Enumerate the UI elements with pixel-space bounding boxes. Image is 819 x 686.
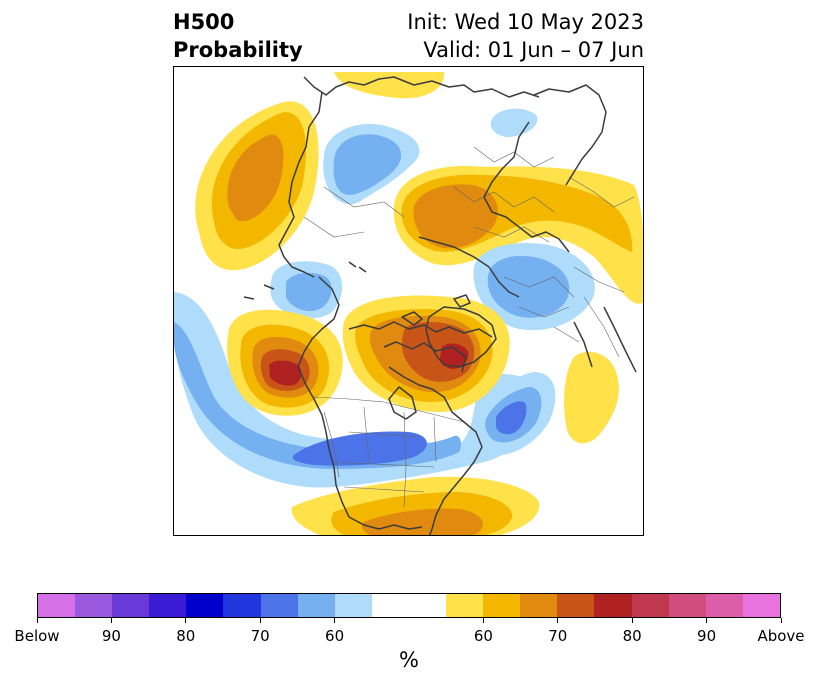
coast-arctic-russia (303, 76, 540, 98)
title-line-h500: H500 (173, 10, 235, 34)
political-borders (303, 146, 635, 508)
map-title: H500 Probability (173, 8, 303, 64)
border-mideast (553, 266, 625, 358)
colorbar-tick-label: Below (14, 627, 60, 645)
colorbar-units: % (399, 648, 419, 672)
colorbar-tick-label: 60 (473, 627, 493, 645)
valid-range: Valid: 01 Jun – 07 Jun (423, 38, 644, 62)
colorbar-swatch (557, 594, 595, 617)
border-siberia (303, 186, 405, 238)
colorbar-tick-label: 60 (325, 627, 345, 645)
anomaly-arctic-yellow (334, 72, 445, 99)
colorbar-swatch (260, 594, 298, 617)
anomaly-pacific-arc-blue-mid (174, 322, 462, 469)
colorbar-tick-mark (482, 618, 484, 623)
colorbar-swatch (297, 594, 335, 617)
colorbar-tick-mark (185, 618, 187, 623)
colorbar-swatch (483, 594, 521, 617)
colorbar-swatch (631, 594, 669, 617)
colorbar-swatch (38, 594, 76, 617)
colorbar-tick-label: 80 (622, 627, 642, 645)
map-canvas (174, 72, 643, 535)
colorbar-swatch (668, 594, 706, 617)
colorbar-swatch (742, 594, 780, 617)
colorbar-swatch (520, 594, 558, 617)
colorbar-swatch (594, 594, 632, 617)
coast-east-canada (388, 366, 483, 448)
coast-west-north-america (297, 366, 350, 518)
colorbar-swatch (446, 594, 484, 617)
title-line-probability: Probability (173, 38, 303, 62)
coast-east-asia (278, 91, 323, 278)
coast-arctic-islands (383, 341, 467, 373)
colorbar-swatch (223, 594, 261, 617)
coastlines (243, 76, 637, 535)
colorbar-swatch (705, 594, 743, 617)
coast-gulf (348, 516, 423, 530)
border-canada-us (313, 396, 465, 423)
coast-canada-arctic (348, 321, 493, 338)
coast-africa-arabia (573, 306, 637, 373)
anomaly-alaska-red (269, 360, 302, 386)
coast-greenland (425, 306, 497, 368)
colorbar (37, 593, 781, 618)
coast-europe (483, 121, 570, 253)
coast-east-us (428, 446, 483, 535)
colorbar-tick-mark (631, 618, 633, 623)
coast-middle-asia (418, 236, 520, 298)
colorbar-tick-mark (110, 618, 112, 623)
colorbar-tick-mark (36, 618, 38, 623)
colorbar-tick-label: 70 (250, 627, 270, 645)
colorbar-swatch (149, 594, 187, 617)
border-eurasia (453, 146, 635, 318)
colorbar-swatch (371, 594, 409, 617)
coast-arctic-archipelago (401, 294, 471, 326)
coast-alaska (297, 276, 340, 368)
colorbar-tick-mark (557, 618, 559, 623)
init-date: Init: Wed 10 May 2023 (407, 10, 644, 34)
colorbar-tick-mark (334, 618, 336, 623)
colorbar-tick-label: 70 (548, 627, 568, 645)
anomaly-arctic-blue-small (490, 108, 538, 137)
anomaly-atlantic-blue-dark (496, 401, 527, 435)
border-us-states (323, 406, 437, 508)
probability-map (173, 66, 644, 536)
anomaly-pacific-orange (227, 134, 284, 222)
colorbar-tick-label: Above (757, 627, 805, 645)
coast-small-islands (243, 261, 367, 300)
anomaly-bering-blue-mid (286, 272, 332, 312)
colorbar-tick-label: 90 (697, 627, 717, 645)
anomaly-atlantic-yellow (564, 351, 619, 444)
anomaly-us-blue-dark (292, 431, 427, 466)
colorbar-swatch (408, 594, 447, 617)
anomaly-siberia-blue-mid (333, 134, 402, 195)
colorbar-tick-label: 80 (176, 627, 196, 645)
colorbar-swatch (75, 594, 113, 617)
probability-shading (174, 72, 643, 535)
colorbar-swatch (334, 594, 372, 617)
coast-hudson-bay (388, 386, 417, 420)
coast-scandinavia (533, 84, 607, 186)
colorbar-tick-label: 90 (101, 627, 121, 645)
anomaly-gulf-orange (362, 508, 483, 535)
colorbar-tick-mark (706, 618, 708, 623)
colorbar-tick-mark (780, 618, 782, 623)
anomaly-canada-red (440, 343, 469, 369)
colorbar-swatch (112, 594, 150, 617)
colorbar-swatch (186, 594, 224, 617)
colorbar-tick-mark (259, 618, 261, 623)
map-dates: Init: Wed 10 May 2023 Valid: 01 Jun – 07… (407, 8, 644, 64)
